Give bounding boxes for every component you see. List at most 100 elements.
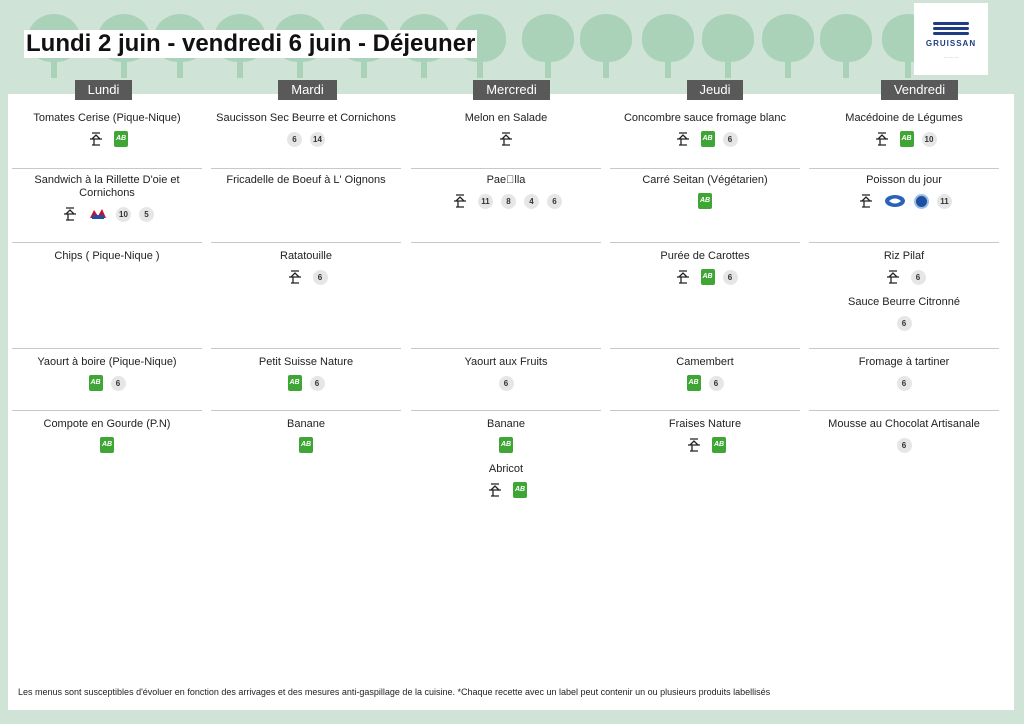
dish-name: Pae lla	[486, 174, 526, 186]
allergen-badge: 5	[139, 206, 154, 222]
allergen-badge: 8	[501, 193, 516, 209]
dish-tags: AB	[12, 130, 202, 148]
allergen-badge: 6	[722, 131, 738, 147]
allergen-badge: 6	[498, 375, 514, 391]
dish-tags: AB	[211, 436, 401, 454]
row-divider	[809, 242, 999, 243]
dish-tags: 10 5	[12, 205, 202, 223]
tree-icon	[818, 14, 874, 78]
allergen-badge: 6	[708, 375, 724, 391]
allergen-badge: 11	[937, 193, 952, 209]
footer-note: Les menus sont susceptibles d'évoluer en…	[18, 687, 771, 697]
allergen-badge: 6	[110, 375, 126, 391]
menu-item: Saucisson Sec Beurre et Cornichons 6 14	[211, 112, 401, 148]
allergen-badge: 10	[921, 131, 937, 147]
dish-tags: 11 8 4 6	[411, 192, 601, 210]
ab-icon: AB	[299, 437, 313, 453]
menu-item: Petit Suisse Nature AB 6	[211, 356, 401, 392]
dish-name: Banane	[487, 418, 525, 430]
dish-tags: 6 14	[211, 130, 401, 148]
dish-tags: 6	[211, 268, 401, 286]
day-header-mercredi: Mercredi	[473, 80, 550, 100]
row-divider	[411, 168, 601, 169]
ab-icon: AB	[287, 375, 302, 391]
menu-item: Concombre sauce fromage blanc AB 6	[610, 112, 800, 148]
row-divider	[610, 242, 800, 243]
dish-tags: AB 6	[610, 374, 800, 392]
row-divider	[12, 410, 202, 411]
menu-item: Poisson du jour 11	[809, 174, 999, 210]
fait-maison-icon	[673, 131, 693, 147]
allergen-badge: 4	[524, 193, 539, 209]
row-divider	[809, 168, 999, 169]
menu-item: Sauce Beurre Citronné 6	[809, 296, 999, 332]
menu-item: Yaourt aux Fruits 6	[411, 356, 601, 392]
row-divider	[411, 410, 601, 411]
dish-tags: 6	[809, 374, 999, 392]
allergen-badge: 6	[547, 193, 562, 209]
dish-name: Compote en Gourde (P.N)	[43, 418, 171, 430]
fait-maison-icon	[872, 131, 892, 147]
dish-name: Ratatouille	[280, 250, 332, 262]
dish-tags: AB	[12, 436, 202, 454]
ab-icon: AB	[712, 437, 726, 453]
dish-name: Fraises Nature	[668, 418, 742, 430]
dish-tags: AB 6	[12, 374, 202, 392]
menu-item: Abricot AB	[411, 463, 601, 499]
row-divider	[211, 168, 401, 169]
dish-name: Mousse au Chocolat Artisanale	[828, 418, 980, 430]
allergen-badge: 14	[310, 131, 325, 147]
menu-item: Fraises Nature AB	[610, 418, 800, 454]
wave-icon	[933, 20, 969, 37]
menu-item: Compote en Gourde (P.N) AB	[12, 418, 202, 454]
fait-maison-icon	[60, 206, 80, 222]
tree-icon	[700, 14, 756, 78]
dish-name: Chips ( Pique-Nique )	[54, 250, 160, 262]
menu-item: Chips ( Pique-Nique )	[12, 250, 202, 263]
dish-name: Yaourt à boire (Pique-Nique)	[37, 356, 177, 368]
menu-item: Ratatouille 6	[211, 250, 401, 286]
row-divider	[12, 348, 202, 349]
allergen-badge: 6	[312, 269, 328, 285]
menu-item: Camembert AB 6	[610, 356, 800, 392]
tree-icon	[520, 14, 576, 78]
day-header-vendredi: Vendredi	[881, 80, 958, 100]
menu-item: Macédoine de Légumes AB 10	[809, 112, 999, 148]
ab-icon: AB	[114, 131, 128, 147]
allergen-badge: 6	[896, 315, 912, 331]
dish-name: Fricadelle de Boeuf à L' Oignons	[226, 174, 386, 186]
dish-tags: 6	[809, 314, 999, 332]
row-divider	[211, 410, 401, 411]
ab-icon: AB	[700, 269, 715, 285]
allergen-badge: 6	[287, 131, 302, 147]
dish-name: Abricot	[488, 463, 524, 475]
fait-maison-icon	[673, 269, 693, 285]
dish-name: Poisson du jour	[866, 174, 942, 186]
menu-item: Riz Pilaf 6	[809, 250, 999, 286]
fait-maison-icon	[883, 269, 903, 285]
menu-item: Mousse au Chocolat Artisanale 6	[809, 418, 999, 454]
dish-name: Camembert	[676, 356, 734, 368]
dish-name: Tomates Cerise (Pique-Nique)	[33, 112, 181, 124]
logo-name: GRUISSAN	[925, 38, 977, 48]
label-icon	[914, 193, 929, 209]
day-header-lundi: Lundi	[75, 80, 132, 100]
dish-name: Macédoine de Légumes	[845, 112, 963, 124]
page-title: Lundi 2 juin - vendredi 6 juin - Déjeune…	[24, 30, 478, 58]
allergen-badge: 6	[309, 375, 325, 391]
allergen-badge: 6	[910, 269, 926, 285]
fait-maison-icon	[684, 437, 704, 453]
dish-tags: AB	[411, 481, 601, 499]
dish-tags: AB	[411, 436, 601, 454]
fait-maison-icon	[485, 482, 505, 498]
row-divider	[211, 348, 401, 349]
allergen-badge: 6	[722, 269, 738, 285]
dish-tags: AB	[610, 436, 800, 454]
dish-tags: 6	[411, 374, 601, 392]
dish-name: Carré Seitan (Végétarien)	[642, 174, 768, 186]
ab-icon: AB	[686, 375, 701, 391]
fait-maison-icon	[496, 131, 516, 147]
allergen-badge: 11	[478, 193, 493, 209]
dish-name: Riz Pilaf	[883, 250, 925, 262]
dish-tags: AB	[610, 192, 800, 210]
